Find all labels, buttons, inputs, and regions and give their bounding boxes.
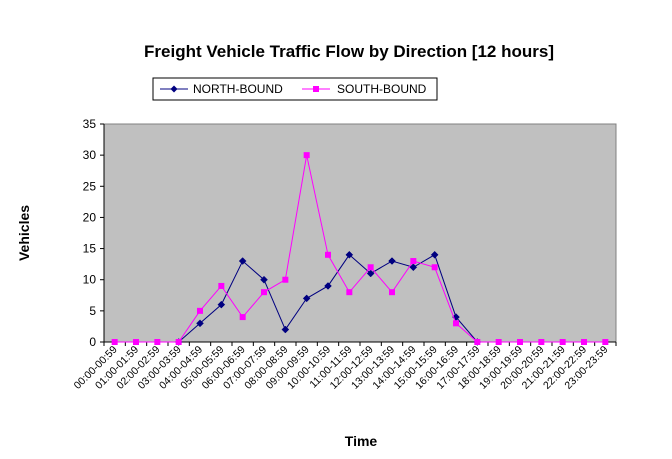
data-point xyxy=(346,289,353,296)
data-point xyxy=(239,314,246,321)
data-point xyxy=(302,294,311,303)
data-point xyxy=(111,339,118,345)
data-point xyxy=(325,251,331,258)
y-tick-label: 20 xyxy=(83,210,97,224)
data-point xyxy=(410,258,417,265)
data-point xyxy=(281,325,290,334)
data-point xyxy=(453,320,459,327)
y-axis-title: Vehicles xyxy=(16,205,32,261)
data-point xyxy=(409,263,418,272)
data-point xyxy=(196,319,204,328)
legend-marker xyxy=(313,86,319,92)
legend: NORTH-BOUND SOUTH-BOUND xyxy=(152,77,438,101)
y-tick-label: 30 xyxy=(83,148,97,162)
data-point xyxy=(261,289,267,296)
data-point xyxy=(367,264,374,271)
data-point xyxy=(217,300,226,309)
data-point xyxy=(366,269,375,278)
plot-area xyxy=(103,123,617,343)
y-tick-label: 5 xyxy=(89,304,96,318)
legend-box xyxy=(152,77,438,101)
y-tick-label: 15 xyxy=(83,242,97,256)
legend-label: NORTH-BOUND xyxy=(193,82,283,96)
y-tick-label: 35 xyxy=(83,117,97,131)
data-point xyxy=(430,250,439,259)
data-point xyxy=(238,257,247,265)
data-point xyxy=(538,339,545,345)
legend-marker xyxy=(170,85,178,93)
chart-title: Freight Vehicle Traffic Flow by Directio… xyxy=(144,42,554,61)
data-point xyxy=(431,264,438,271)
data-point xyxy=(389,289,395,296)
data-point xyxy=(133,339,139,345)
series-layer xyxy=(111,152,609,346)
data-point xyxy=(517,339,523,345)
data-point xyxy=(388,257,396,265)
data-point xyxy=(345,250,354,259)
y-tick-label: 10 xyxy=(83,273,97,287)
legend-entry: SOUTH-BOUND xyxy=(302,82,427,96)
data-point xyxy=(474,339,481,345)
legend-label: SOUTH-BOUND xyxy=(337,82,427,96)
data-point xyxy=(495,339,502,345)
data-point xyxy=(602,339,609,345)
y-tick-label: 0 xyxy=(89,335,96,349)
x-axis-title: Time xyxy=(345,433,378,449)
data-point xyxy=(154,339,161,345)
x-axis: 00:00-00:5901:00-01:5902:00-02:5903:00-0… xyxy=(72,341,617,392)
y-tick-label: 25 xyxy=(83,179,97,193)
data-point xyxy=(260,275,268,284)
series-south-bound xyxy=(111,152,609,345)
data-point xyxy=(218,282,225,289)
data-point xyxy=(324,282,332,290)
data-point xyxy=(282,276,289,283)
data-point xyxy=(581,339,587,345)
legend-entry: NORTH-BOUND xyxy=(160,82,283,96)
data-point xyxy=(175,339,182,345)
data-point xyxy=(559,339,566,345)
data-point xyxy=(303,152,310,159)
y-axis: 0 5 10 15 20 25 30 35 xyxy=(83,117,105,349)
series-line xyxy=(114,155,606,343)
data-point xyxy=(197,307,203,314)
